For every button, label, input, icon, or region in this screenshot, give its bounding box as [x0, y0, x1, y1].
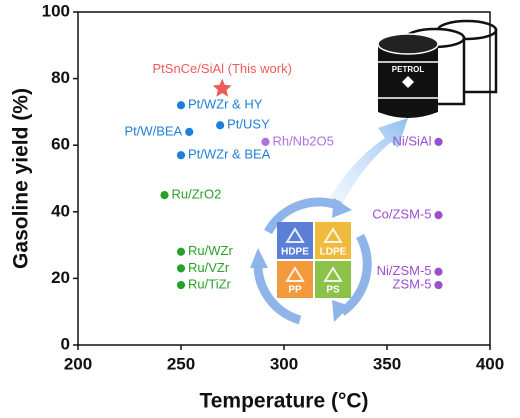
point [176, 263, 186, 274]
point-label: Pt/W/BEA [124, 123, 182, 138]
point-label: Co/ZSM-5 [372, 207, 431, 222]
y-tick-label: 20 [51, 268, 70, 287]
point [184, 126, 195, 137]
y-tick-label: 60 [51, 135, 70, 154]
y-axis-title: Gasoline yield (%) [10, 88, 33, 269]
point-label: Rh/Nb2O5 [272, 133, 333, 148]
point-label: Pt/WZr & HY [188, 97, 263, 112]
cycle-arrow [339, 233, 372, 316]
x-axis-title: Temperature (°C) [199, 390, 368, 413]
x-tick-label: 300 [270, 354, 298, 373]
x-tick-label: 200 [64, 354, 92, 373]
y-tick-label: 100 [42, 1, 70, 20]
point-label: Ru/ZrO2 [172, 187, 222, 202]
point-label: ZSM-5 [393, 276, 432, 291]
star-marker [212, 78, 232, 97]
point-label: Ru/VZr [188, 260, 230, 275]
x-tick-label: 350 [373, 354, 401, 373]
plastic-label: LDPE [320, 247, 347, 258]
point [159, 190, 170, 201]
cycle-arrow [264, 197, 342, 235]
point-label: Ni/SiAl [392, 133, 431, 148]
cycle-arrow-head [332, 300, 350, 322]
point [433, 280, 444, 290]
plastic-label: PP [288, 285, 302, 296]
point-label: Ru/TiZr [188, 276, 232, 291]
illustration [250, 19, 498, 325]
cycle-arrow-head [332, 198, 352, 218]
point [176, 100, 186, 111]
point-label: Ru/WZr [188, 243, 233, 258]
barrels [377, 19, 498, 118]
x-tick-label: 250 [167, 354, 195, 373]
point-label: Ni/ZSM-5 [377, 263, 432, 278]
point-label: PtSnCe/SiAl (This work) [152, 61, 291, 76]
point-label: Pt/USY [227, 117, 270, 132]
point [176, 246, 186, 257]
arrow [325, 118, 408, 212]
point [176, 150, 186, 161]
y-tick-label: 80 [51, 68, 70, 87]
cycle-arrow [253, 261, 302, 325]
plastic-label: HDPE [281, 247, 309, 258]
point [433, 210, 444, 221]
y-tick-label: 40 [51, 201, 70, 220]
y-tick-label: 0 [61, 334, 70, 353]
point [260, 136, 271, 147]
x-tick-label: 400 [476, 354, 504, 373]
point-label: Pt/WZr & BEA [188, 147, 271, 162]
point [433, 266, 444, 277]
point [215, 120, 226, 131]
barrel-label: PETROL [392, 65, 425, 74]
point [176, 280, 186, 290]
plastic-label: PS [326, 285, 340, 296]
cycle-arrow-head [250, 248, 268, 268]
point [433, 136, 444, 147]
